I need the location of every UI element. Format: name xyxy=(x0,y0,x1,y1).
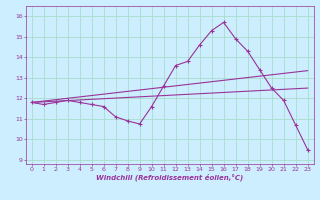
X-axis label: Windchill (Refroidissement éolien,°C): Windchill (Refroidissement éolien,°C) xyxy=(96,173,243,181)
